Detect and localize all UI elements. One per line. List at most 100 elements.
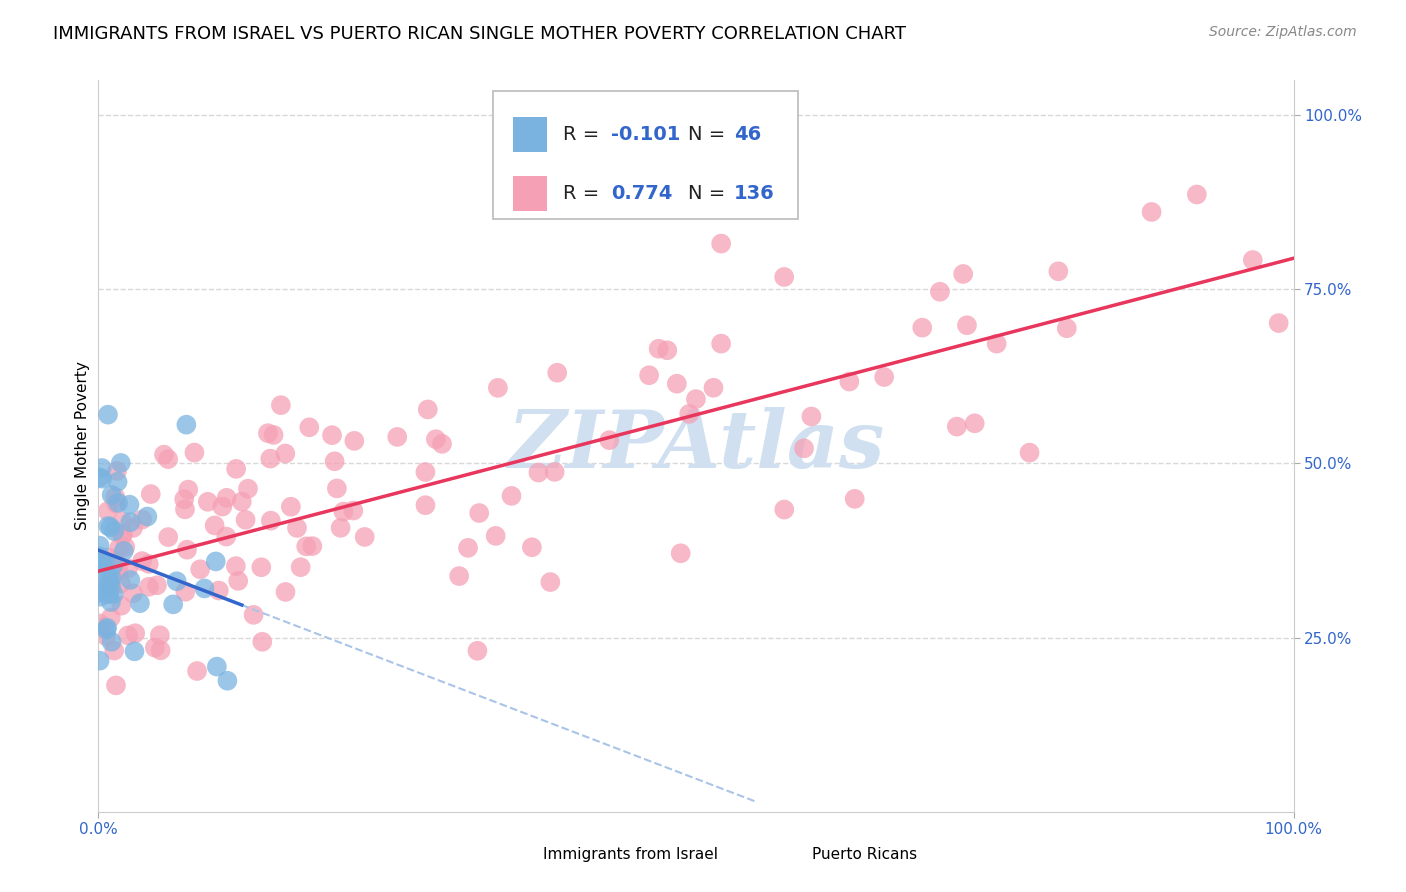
Point — [235, 513, 257, 527]
Text: Source: ZipAtlas.com: Source: ZipAtlas.com — [1209, 25, 1357, 39]
Point — [800, 409, 823, 424]
Point — [501, 489, 523, 503]
Point — [231, 494, 253, 508]
Point — [103, 643, 125, 657]
Point — [104, 490, 127, 504]
Point — [131, 513, 153, 527]
Point — [329, 521, 352, 535]
Text: 46: 46 — [734, 125, 762, 145]
Point — [986, 336, 1008, 351]
Point — [124, 644, 146, 658]
Point — [416, 402, 439, 417]
Point — [98, 587, 121, 601]
FancyBboxPatch shape — [513, 177, 547, 211]
Point — [946, 419, 969, 434]
Point — [96, 621, 118, 635]
Point — [678, 407, 700, 421]
Point — [93, 555, 115, 569]
Point — [546, 366, 568, 380]
Point — [96, 581, 118, 595]
Point — [105, 497, 128, 511]
Point — [793, 442, 815, 456]
Point — [107, 564, 129, 578]
Point — [520, 541, 543, 555]
Point — [157, 530, 180, 544]
Point — [332, 505, 354, 519]
Point — [129, 596, 152, 610]
Point — [342, 503, 364, 517]
Point — [117, 628, 139, 642]
Point — [89, 616, 111, 631]
Point — [176, 542, 198, 557]
Point — [103, 524, 125, 538]
Point — [669, 546, 692, 560]
Point — [91, 472, 114, 486]
Point — [538, 575, 561, 590]
Point — [217, 673, 239, 688]
Point — [110, 456, 132, 470]
Text: N =: N = — [688, 125, 731, 145]
Point — [139, 487, 162, 501]
Point — [107, 496, 129, 510]
Point — [1267, 316, 1289, 330]
Point — [138, 580, 160, 594]
Point — [100, 488, 122, 502]
Point — [97, 408, 120, 422]
Point — [105, 464, 128, 478]
Point — [773, 502, 796, 516]
Point — [323, 454, 346, 468]
Point — [131, 554, 153, 568]
Text: ZIPAtlas: ZIPAtlas — [508, 408, 884, 484]
Point — [204, 554, 226, 568]
Point — [838, 375, 860, 389]
Point — [100, 595, 122, 609]
Point — [543, 465, 565, 479]
Point — [280, 500, 302, 514]
Point — [122, 521, 145, 535]
Point — [844, 491, 866, 506]
Point — [120, 515, 142, 529]
Point — [188, 562, 211, 576]
Point — [226, 574, 249, 588]
Point — [215, 491, 238, 505]
Point — [97, 550, 120, 565]
Point — [457, 541, 479, 555]
Point — [485, 529, 508, 543]
Point — [208, 583, 231, 598]
Point — [301, 539, 323, 553]
Point — [250, 560, 273, 574]
Point — [290, 560, 312, 574]
Point — [252, 634, 274, 648]
Point — [103, 587, 125, 601]
Point — [259, 451, 281, 466]
FancyBboxPatch shape — [494, 91, 797, 219]
Point — [111, 528, 134, 542]
Point — [657, 343, 679, 358]
Point — [90, 461, 112, 475]
Point — [162, 598, 184, 612]
Point — [89, 654, 111, 668]
Point — [468, 506, 491, 520]
Point — [89, 539, 111, 553]
Point — [467, 644, 489, 658]
Point — [270, 398, 292, 412]
Point — [91, 553, 114, 567]
Y-axis label: Single Mother Poverty: Single Mother Poverty — [75, 361, 90, 531]
Point — [873, 370, 896, 384]
Point — [110, 599, 132, 613]
Point — [157, 452, 180, 467]
Point — [260, 514, 283, 528]
Point — [166, 574, 188, 589]
Point — [100, 634, 122, 648]
Point — [1185, 187, 1208, 202]
Point — [94, 629, 117, 643]
Point — [120, 573, 142, 587]
Point — [186, 664, 208, 678]
Point — [138, 557, 160, 571]
Text: -0.101: -0.101 — [612, 125, 681, 145]
Point — [193, 582, 215, 596]
Point — [97, 519, 120, 533]
Point — [225, 462, 247, 476]
Point — [773, 270, 796, 285]
Point — [174, 502, 197, 516]
